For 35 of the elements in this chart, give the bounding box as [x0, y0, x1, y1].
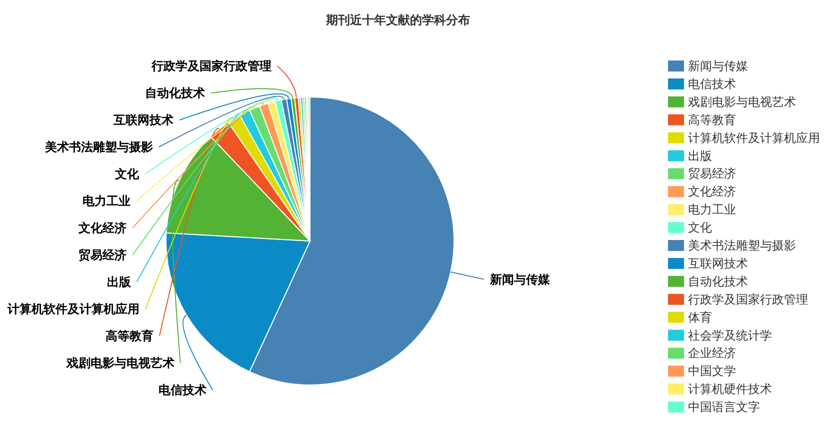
legend-label: 新闻与传媒 [688, 59, 748, 73]
slice-label: 文化 [114, 167, 140, 181]
slice-label: 电信技术 [158, 383, 207, 397]
legend-label: 中国文学 [688, 364, 736, 378]
slice-label: 互联网技术 [112, 113, 174, 127]
slice-label: 电力工业 [82, 194, 131, 208]
legend-label: 社会学及统计学 [688, 328, 772, 342]
legend-label: 计算机硬件技术 [688, 382, 772, 396]
legend-label: 文化 [688, 220, 712, 235]
legend-label: 出版 [688, 148, 712, 163]
legend-label: 行政学及国家行政管理 [688, 292, 808, 306]
slice-label: 高等教育 [105, 329, 154, 343]
legend-label: 体育 [688, 310, 712, 324]
slice-label: 戏剧电影与电视艺术 [65, 356, 174, 370]
slice-label: 美术书法雕塑与摄影 [44, 140, 153, 154]
legend-label: 中国语言文字 [688, 400, 760, 414]
slice-label: 文化经济 [77, 221, 126, 235]
legend-label: 电力工业 [688, 202, 736, 217]
slice-label: 自动化技术 [145, 86, 206, 100]
legend-label: 戏剧电影与电视艺术 [688, 94, 796, 109]
slice-label: 新闻与传媒 [488, 272, 551, 286]
legend-label: 企业经济 [688, 346, 736, 360]
legend-label: 互联网技术 [688, 256, 748, 270]
legend-label: 贸易经济 [688, 166, 736, 181]
legend-label: 高等教育 [688, 112, 736, 127]
slice-label: 出版 [106, 275, 132, 289]
legend-label: 文化经济 [688, 184, 736, 199]
legend-label: 美术书法雕塑与摄影 [688, 238, 796, 252]
legend-label: 自动化技术 [688, 274, 748, 288]
chart-title: 期刊近十年文献的学科分布 [325, 13, 470, 27]
slice-label: 行政学及国家行政管理 [150, 59, 272, 73]
slice-label: 计算机软件及计算机应用 [6, 302, 140, 316]
slice-label: 贸易经济 [78, 248, 127, 262]
legend-label: 计算机软件及计算机应用 [688, 130, 820, 145]
legend-label: 电信技术 [688, 76, 736, 91]
